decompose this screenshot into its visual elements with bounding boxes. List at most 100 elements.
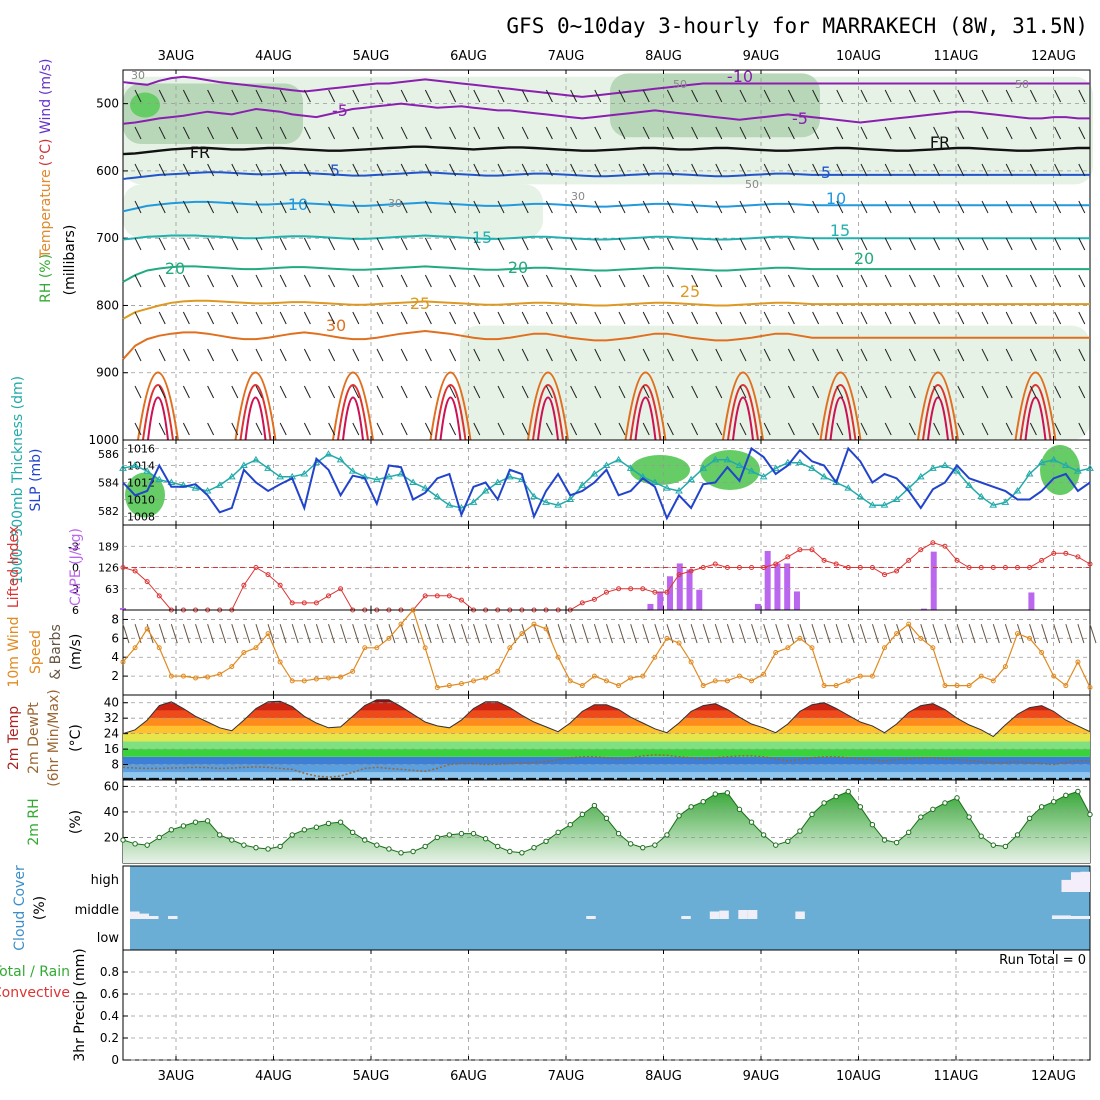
wind-barb	[642, 89, 650, 103]
thickness-point	[989, 501, 998, 508]
rh-point	[785, 838, 791, 844]
wind-barb	[134, 163, 142, 177]
wind-barb	[376, 422, 384, 436]
wind-barb-10m	[400, 624, 408, 644]
wind-barb	[376, 385, 384, 399]
wind-barb	[497, 237, 505, 251]
lifted-index-point	[821, 557, 827, 563]
thickness-point	[409, 478, 417, 485]
wind-barb-10m	[303, 624, 311, 644]
wind-barb	[787, 237, 795, 251]
wind-speed-point	[471, 678, 477, 684]
cloud-high-bar	[1080, 871, 1090, 892]
wind-speed-point	[253, 645, 259, 651]
temp-line	[122, 699, 1091, 738]
thickness-point	[469, 498, 478, 505]
thickness-point	[735, 461, 744, 468]
wind-barb	[497, 126, 505, 140]
wind-barb	[981, 89, 989, 103]
contour-label: 50	[1015, 78, 1029, 91]
contour-label: 20	[508, 258, 528, 277]
wind-barb	[376, 311, 384, 325]
temp-band	[123, 710, 1090, 719]
wind-speed-point	[676, 640, 682, 646]
wind-barb	[400, 422, 408, 436]
wind-barb	[884, 237, 892, 251]
wind-barb	[860, 385, 868, 399]
wind-speed-point	[168, 673, 174, 679]
rh-point	[180, 823, 187, 829]
wind-barb	[642, 200, 650, 214]
thickness-point	[203, 487, 212, 494]
wind-barb	[836, 422, 844, 436]
wind-barb-10m	[811, 624, 819, 644]
wind-speed-point	[132, 645, 138, 651]
precip-panel: 0 0.2 0.4 0.6 0.8 Run Total = 0 3hr Precip (mm…	[0, 948, 1091, 1067]
wind-barb	[449, 311, 457, 325]
isotherm-loop	[1024, 396, 1047, 441]
wind-barb-10m	[388, 624, 396, 644]
wind-barb	[666, 274, 674, 288]
wind-barb	[570, 126, 578, 140]
contour-label: -10	[727, 67, 753, 86]
wind-barb	[908, 163, 916, 177]
wind-barb	[473, 348, 481, 362]
thickness-point	[663, 484, 671, 491]
cape-bar	[764, 550, 771, 610]
dewpoint-line	[122, 754, 1090, 778]
wind-barb	[1005, 385, 1013, 399]
wind-barb	[255, 274, 263, 288]
wind-barb	[691, 237, 699, 251]
wind-barb	[279, 126, 287, 140]
isotherm-loop	[1019, 384, 1052, 441]
rh-point	[398, 850, 404, 856]
contour-label: 10	[288, 195, 308, 214]
wind-barb	[884, 348, 892, 362]
wind-barb	[207, 422, 215, 436]
rh-point	[821, 800, 827, 806]
wind-barb	[836, 311, 844, 325]
y-tick-label: 700	[96, 231, 119, 245]
wind-barb	[836, 385, 844, 399]
contour-label: FR	[930, 133, 950, 152]
wind-barb	[376, 89, 384, 103]
y-tick-label: 126	[98, 562, 119, 575]
wind-barb	[715, 200, 723, 214]
wind-barb	[134, 89, 142, 103]
wind-barb	[763, 311, 771, 325]
wind-barb	[473, 163, 481, 177]
rh-point	[1002, 843, 1009, 850]
wind-barb-10m	[279, 624, 287, 644]
wind-barb-10m	[557, 624, 565, 644]
wind-barb	[207, 385, 215, 399]
axis-label: CAPE (J/kg)	[68, 528, 84, 606]
wind-barb	[860, 274, 868, 288]
wind-barb	[328, 422, 336, 436]
wind-barb-10m	[908, 624, 916, 644]
wind-barb-10m	[255, 624, 263, 644]
y-tick-label: 40	[104, 805, 119, 819]
rh-point	[567, 821, 573, 828]
y-tick-label: -3	[68, 540, 79, 553]
wind-barb	[787, 385, 795, 399]
wind-barb	[376, 163, 384, 177]
wind-barb	[328, 126, 336, 140]
wind-barb	[207, 348, 215, 362]
lifted-index-point	[628, 586, 634, 592]
lifted-index-point	[1087, 561, 1093, 567]
y-tick-label: 0.6	[100, 987, 119, 1001]
wind-barb	[1005, 348, 1013, 362]
thickness-point	[421, 484, 430, 491]
wind-barb-10m	[485, 624, 493, 644]
wind-barb	[836, 89, 844, 103]
wind-speed-point	[749, 678, 755, 684]
thickness-point	[590, 470, 599, 477]
wind-barb	[134, 126, 142, 140]
wind-barb	[207, 126, 215, 140]
isotherm-loop	[147, 396, 169, 441]
lifted-index-point	[301, 600, 307, 606]
wind-barb	[182, 311, 190, 325]
wind-speed-point	[579, 683, 585, 689]
wind-speed-point	[229, 664, 235, 670]
wind-barb	[400, 237, 408, 251]
